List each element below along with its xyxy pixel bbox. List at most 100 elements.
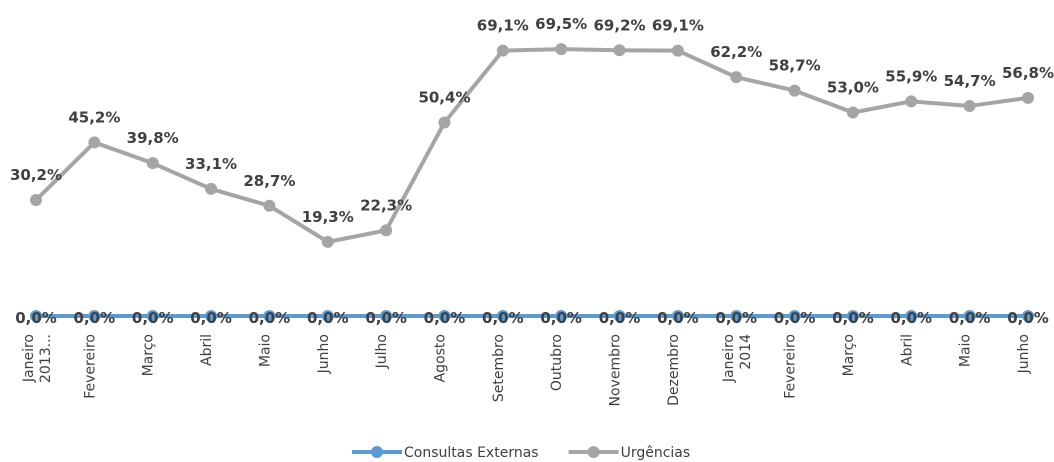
data-label: 39,8% xyxy=(127,129,179,147)
data-label: 0,0% xyxy=(832,309,874,327)
point xyxy=(671,310,684,322)
data-label: 0,0% xyxy=(424,309,466,327)
point xyxy=(146,157,159,170)
series-line xyxy=(34,47,1029,244)
point xyxy=(730,71,743,84)
point xyxy=(263,199,276,212)
point xyxy=(88,310,101,322)
point xyxy=(146,310,159,322)
point xyxy=(788,84,801,97)
data-label: 19,3% xyxy=(302,208,354,226)
data-label: 62,2% xyxy=(710,43,762,61)
data-label: 0,0% xyxy=(365,309,407,327)
point xyxy=(205,310,218,322)
x-tick-label: Novembro xyxy=(608,334,624,406)
data-label: 0,0% xyxy=(132,309,174,327)
data-label: 0,0% xyxy=(190,309,232,327)
data-label: 22,3% xyxy=(360,196,412,214)
data-label: 0,0% xyxy=(657,309,699,327)
data-label: 0,0% xyxy=(774,309,816,327)
x-tick-label: Março xyxy=(841,334,857,376)
point xyxy=(205,182,218,195)
point xyxy=(963,310,976,322)
data-label: 28,7% xyxy=(243,172,295,190)
x-tick-label: Abril xyxy=(199,334,215,366)
x-tick-label: Janeiro2014 xyxy=(721,334,754,383)
x-tick-label: Setembro xyxy=(491,334,507,402)
data-label: 0,0% xyxy=(15,309,57,327)
point xyxy=(496,44,509,57)
data-label: 55,9% xyxy=(885,67,937,85)
x-tick-label: Abril xyxy=(899,334,915,366)
x-tick-label: Agosto xyxy=(432,334,448,382)
point xyxy=(613,310,626,322)
point xyxy=(438,310,451,322)
point xyxy=(788,310,801,322)
point xyxy=(380,310,393,322)
data-label: 58,7% xyxy=(769,57,821,75)
x-tick-label: Outubro xyxy=(549,334,565,391)
point xyxy=(263,310,276,322)
legend-label: Urgências xyxy=(621,445,691,461)
data-label: 53,0% xyxy=(827,78,879,96)
x-tick-label: Maio xyxy=(257,334,273,367)
data-label: 69,1% xyxy=(477,17,529,35)
legend-marker xyxy=(371,446,383,458)
x-tick-label: Janeiro2013... xyxy=(21,334,54,383)
data-label: 0,0% xyxy=(715,309,757,327)
x-tick-label: Fevereiro xyxy=(783,334,799,399)
point xyxy=(30,310,42,322)
point xyxy=(846,106,859,119)
point xyxy=(963,99,976,112)
data-label: 33,1% xyxy=(185,155,237,173)
data-label: 0,0% xyxy=(540,309,582,327)
x-tick-label-line: 2014 xyxy=(738,334,754,370)
point xyxy=(671,44,684,57)
point xyxy=(88,136,101,149)
point xyxy=(30,194,42,207)
point xyxy=(555,310,568,322)
data-label: 0,0% xyxy=(482,309,524,327)
data-label: 0,0% xyxy=(599,309,641,327)
data-label: 0,0% xyxy=(74,309,116,327)
x-tick-label-line: Janeiro xyxy=(721,334,737,383)
data-label: 69,1% xyxy=(652,17,704,35)
point xyxy=(1022,310,1034,322)
data-label: 0,0% xyxy=(1007,309,1049,327)
point xyxy=(438,116,451,129)
point xyxy=(380,224,393,237)
data-label: 30,2% xyxy=(10,166,62,184)
data-label: 0,0% xyxy=(890,309,932,327)
data-label: 0,0% xyxy=(249,309,291,327)
point xyxy=(321,235,334,248)
point xyxy=(730,310,743,322)
x-tick-label: Maio xyxy=(958,334,974,367)
x-tick-label: Junho xyxy=(1016,334,1032,374)
legend-label: Consultas Externas xyxy=(404,445,539,461)
point xyxy=(905,95,918,108)
x-tick-label: Julho xyxy=(374,334,390,369)
data-label: 54,7% xyxy=(944,72,996,90)
data-label: 56,8% xyxy=(1002,64,1054,82)
data-label: 50,4% xyxy=(418,88,470,106)
point xyxy=(555,43,568,56)
point xyxy=(613,44,626,57)
point xyxy=(496,310,509,322)
data-label: 45,2% xyxy=(68,108,120,126)
point xyxy=(1022,91,1034,104)
data-label: 69,5% xyxy=(535,15,587,33)
data-label: 0,0% xyxy=(949,309,991,327)
point xyxy=(846,310,859,322)
data-label: 0,0% xyxy=(307,309,349,327)
x-tick-label: Março xyxy=(141,334,157,376)
x-tick-label-line: Janeiro xyxy=(21,334,37,383)
x-tick-label: Dezembro xyxy=(666,334,682,406)
x-tick-label-line: 2013... xyxy=(38,334,54,383)
point xyxy=(905,310,918,322)
x-tick-label: Fevereiro xyxy=(82,334,98,399)
point xyxy=(321,310,334,322)
data-label: 69,2% xyxy=(594,16,646,34)
x-tick-label: Junho xyxy=(316,334,332,374)
legend-marker xyxy=(587,446,600,458)
